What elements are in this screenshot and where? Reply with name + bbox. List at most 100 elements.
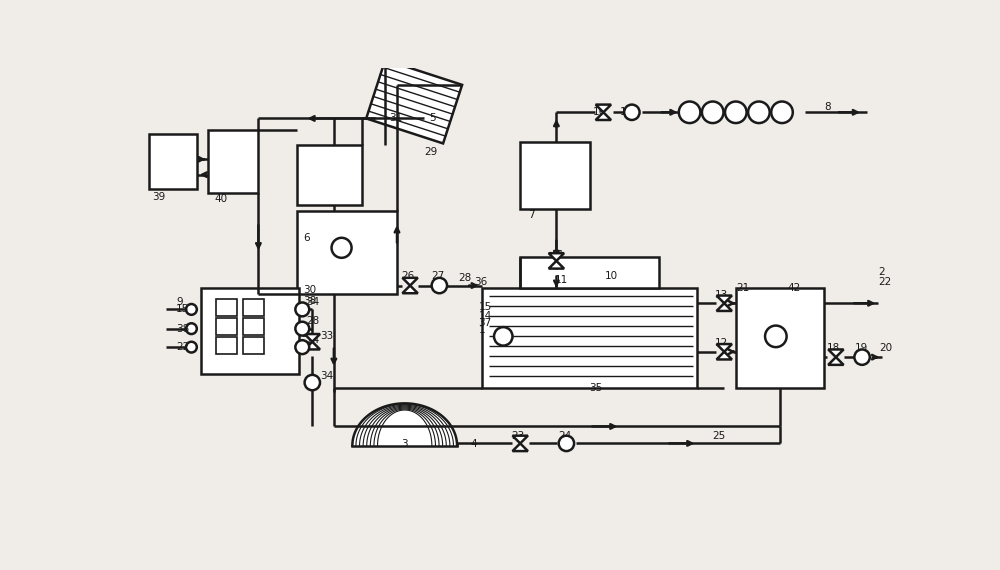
Text: 26: 26 [402, 271, 415, 282]
Polygon shape [402, 286, 418, 293]
Text: 31: 31 [389, 113, 403, 124]
Circle shape [494, 327, 512, 345]
Polygon shape [305, 342, 320, 349]
Circle shape [432, 278, 447, 293]
Text: 4: 4 [470, 439, 477, 449]
Circle shape [702, 101, 723, 123]
Text: 1: 1 [479, 325, 485, 335]
Text: 24: 24 [558, 431, 571, 441]
Text: 34: 34 [306, 297, 319, 307]
Text: 30: 30 [303, 285, 316, 295]
Text: 21: 21 [736, 283, 749, 293]
Text: 33: 33 [320, 331, 333, 341]
Text: 34: 34 [320, 372, 333, 381]
Text: 10: 10 [605, 271, 618, 282]
Polygon shape [717, 296, 732, 303]
Bar [216, 318, 237, 335]
Text: 40: 40 [215, 194, 228, 204]
Polygon shape [828, 357, 844, 365]
Text: 24: 24 [306, 335, 319, 345]
Bar [297, 145, 362, 205]
Text: 27: 27 [432, 271, 445, 282]
Bar [297, 211, 397, 294]
Text: 12: 12 [715, 338, 728, 348]
Text: 3: 3 [401, 439, 407, 449]
Text: 5: 5 [429, 113, 436, 124]
Circle shape [765, 325, 787, 347]
Circle shape [305, 375, 320, 390]
Polygon shape [596, 104, 611, 112]
Text: 32: 32 [301, 329, 314, 339]
Bar [243, 318, 264, 335]
Polygon shape [717, 352, 732, 360]
Text: 6: 6 [303, 233, 310, 243]
Bar [201, 288, 299, 374]
Polygon shape [366, 60, 462, 144]
Bar [243, 299, 264, 316]
Bar [149, 134, 197, 189]
Text: 38: 38 [303, 296, 316, 306]
Text: 2: 2 [878, 267, 885, 278]
Text: 16: 16 [593, 107, 606, 117]
Circle shape [186, 342, 197, 352]
Text: 28: 28 [459, 273, 472, 283]
Circle shape [186, 323, 197, 334]
Text: 11: 11 [555, 275, 568, 285]
Circle shape [624, 104, 640, 120]
Text: 23: 23 [512, 431, 525, 441]
Polygon shape [305, 334, 320, 342]
Text: 42: 42 [787, 283, 801, 293]
Polygon shape [717, 303, 732, 311]
Bar [736, 288, 824, 388]
Text: 41: 41 [551, 250, 564, 260]
Text: 15: 15 [479, 302, 492, 312]
Circle shape [186, 304, 197, 315]
Text: 7: 7 [528, 210, 535, 219]
Text: 35: 35 [590, 383, 603, 393]
Bar [208, 130, 258, 193]
Circle shape [725, 101, 747, 123]
Polygon shape [512, 443, 528, 451]
Text: 18: 18 [827, 343, 840, 353]
Bar [216, 337, 237, 354]
Circle shape [679, 101, 700, 123]
Circle shape [854, 349, 870, 365]
Text: 13: 13 [715, 290, 728, 300]
Text: 39: 39 [152, 192, 165, 202]
Bar [520, 141, 590, 209]
Circle shape [748, 101, 770, 123]
Text: 36: 36 [474, 278, 487, 287]
Text: 17: 17 [620, 107, 634, 117]
Circle shape [332, 238, 352, 258]
Circle shape [295, 321, 309, 336]
Bar [243, 337, 264, 354]
Text: 28: 28 [306, 316, 319, 326]
Circle shape [295, 303, 309, 316]
Polygon shape [828, 349, 844, 357]
Text: 19: 19 [854, 343, 868, 353]
Bar [520, 257, 659, 288]
Bar [216, 299, 237, 316]
Text: 9: 9 [176, 297, 183, 307]
Polygon shape [596, 112, 611, 120]
Text: 25: 25 [713, 431, 726, 441]
Circle shape [559, 435, 574, 451]
Text: 20: 20 [879, 343, 892, 353]
Polygon shape [352, 404, 457, 446]
Polygon shape [402, 278, 418, 286]
Bar [482, 288, 697, 388]
Text: 8: 8 [824, 102, 831, 112]
Polygon shape [512, 435, 528, 443]
Text: 15: 15 [176, 304, 189, 315]
Text: 14: 14 [479, 311, 492, 321]
Text: 38: 38 [176, 324, 189, 333]
Text: 22: 22 [878, 278, 892, 287]
Polygon shape [549, 253, 564, 261]
Text: 37: 37 [478, 317, 491, 328]
Text: 22: 22 [176, 342, 189, 352]
Text: 29: 29 [424, 146, 437, 157]
Circle shape [771, 101, 793, 123]
Polygon shape [717, 344, 732, 352]
Circle shape [295, 340, 309, 354]
Polygon shape [549, 261, 564, 268]
